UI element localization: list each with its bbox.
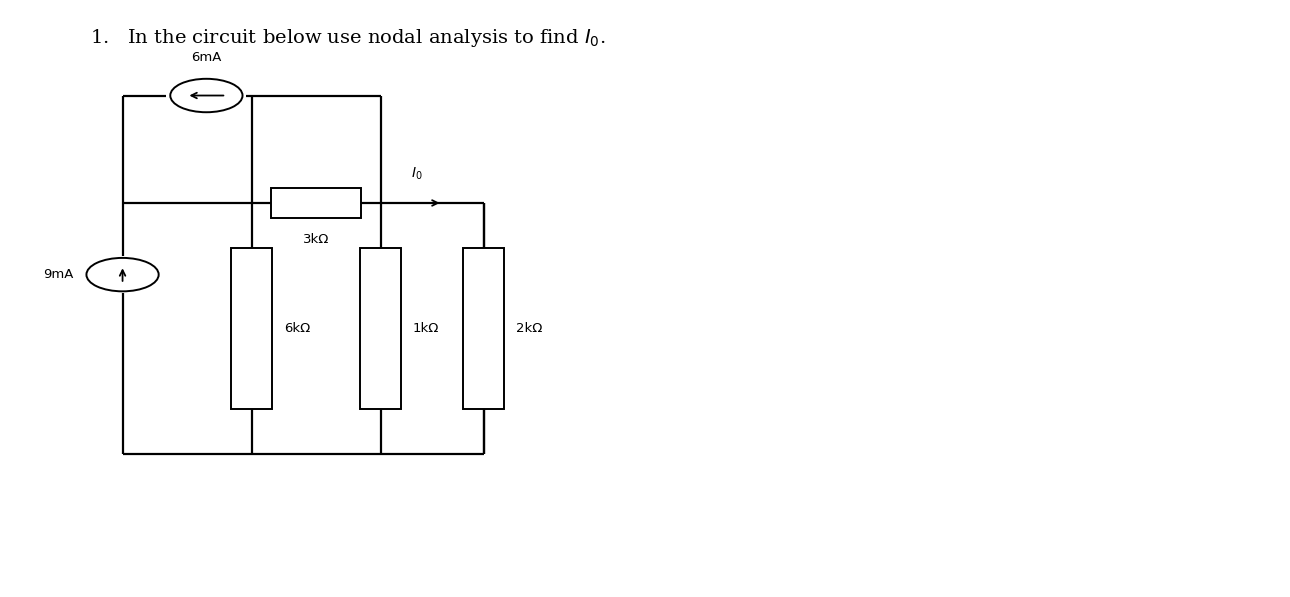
- Bar: [463, 248, 504, 408]
- Bar: [360, 248, 401, 408]
- Circle shape: [86, 258, 159, 291]
- Text: 1.   In the circuit below use nodal analysis to find $I_0$.: 1. In the circuit below use nodal analys…: [90, 27, 606, 49]
- Bar: [271, 188, 361, 218]
- Text: 9mA: 9mA: [43, 268, 74, 281]
- Text: 2kΩ: 2kΩ: [516, 322, 542, 335]
- Text: 6kΩ: 6kΩ: [284, 322, 310, 335]
- Text: 6mA: 6mA: [191, 51, 222, 64]
- Text: 1kΩ: 1kΩ: [413, 322, 439, 335]
- Circle shape: [170, 79, 243, 112]
- Text: $I_0$: $I_0$: [412, 166, 422, 182]
- Text: 3kΩ: 3kΩ: [303, 233, 329, 246]
- Bar: [231, 248, 272, 408]
